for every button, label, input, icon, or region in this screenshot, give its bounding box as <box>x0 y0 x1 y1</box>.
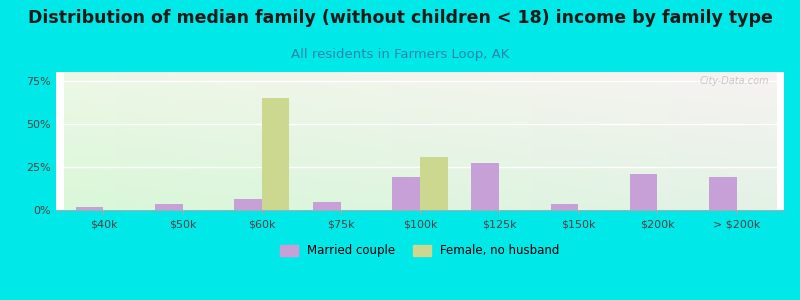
Text: Distribution of median family (without children < 18) income by family type: Distribution of median family (without c… <box>27 9 773 27</box>
Bar <box>313 202 341 210</box>
Bar <box>471 164 499 210</box>
Bar <box>155 204 182 210</box>
Bar <box>262 98 290 210</box>
Text: City-Data.com: City-Data.com <box>700 76 770 86</box>
Legend: Married couple, Female, no husband: Married couple, Female, no husband <box>275 240 565 262</box>
Bar <box>550 204 578 210</box>
Text: All residents in Farmers Loop, AK: All residents in Farmers Loop, AK <box>291 48 509 61</box>
Bar <box>234 199 262 210</box>
Bar <box>76 206 103 210</box>
Bar <box>630 174 658 210</box>
Bar <box>709 177 737 210</box>
Bar <box>420 157 448 210</box>
Bar <box>392 177 420 210</box>
